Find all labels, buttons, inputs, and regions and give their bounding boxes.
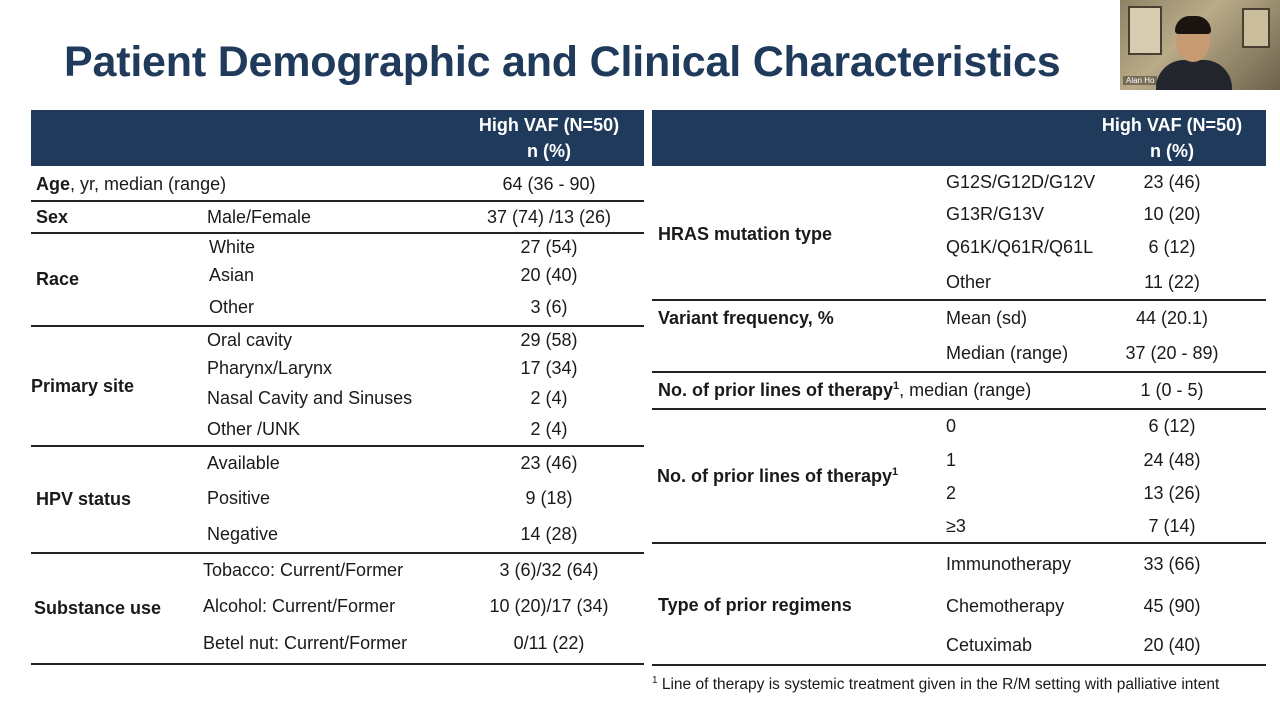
substance-sub: Tobacco: Current/Former	[203, 560, 404, 580]
prior-lines-value: 24 (48)	[1143, 450, 1201, 470]
age-label: Age, yr, median (range)	[36, 174, 227, 194]
row-divider	[652, 371, 1266, 373]
table-header: High VAF (N=50) n (%)	[652, 110, 1266, 166]
hpv-value: 14 (28)	[520, 524, 578, 544]
regimens-value: 20 (40)	[1143, 635, 1201, 655]
regimens-sub: Immunotherapy	[946, 554, 1072, 574]
footnote: 1 Line of therapy is systemic treatment …	[652, 675, 1220, 694]
prior-median-value: 1 (0 - 5)	[1140, 380, 1204, 400]
presenter-name: Alan Ho	[1123, 76, 1158, 85]
page-title: Patient Demographic and Clinical Charact…	[64, 38, 1061, 86]
hras-sub: G12S/G12D/G12V	[946, 172, 1096, 192]
primary-site-sub: Pharynx/Larynx	[207, 358, 333, 378]
row-divider	[652, 408, 1266, 410]
primary-site-value: 2 (4)	[530, 388, 568, 408]
primary-site-label: Primary site	[31, 376, 135, 396]
substance-value: 10 (20)/17 (34)	[489, 596, 609, 616]
wall-picture	[1242, 8, 1270, 48]
vaf-value: 37 (20 - 89)	[1125, 343, 1219, 363]
prior-median-label: No. of prior lines of therapy1, median (…	[658, 380, 1032, 400]
primary-site-value: 2 (4)	[530, 419, 568, 439]
race-value: 20 (40)	[520, 265, 578, 285]
substance-value: 3 (6)/32 (64)	[499, 560, 599, 580]
hras-sub: G13R/G13V	[946, 204, 1045, 224]
row-divider	[31, 325, 644, 327]
substance-value: 0/11 (22)	[513, 633, 585, 653]
prior-lines-sub: ≥3	[946, 516, 966, 536]
vaf-sub: Mean (sd)	[946, 308, 1028, 328]
clinical-table: High VAF (N=50) n (%) HRAS mutation type…	[652, 110, 1266, 670]
prior-lines-value: 6 (12)	[1148, 416, 1196, 436]
hras-sub: Other	[946, 272, 992, 292]
sex-value: 37 (74) /13 (26)	[486, 207, 612, 227]
vaf-value: 44 (20.1)	[1135, 308, 1209, 328]
prior-lines-sub: 0	[946, 416, 957, 436]
race-sub: White	[209, 237, 256, 257]
prior-lines-sub: 2	[946, 483, 957, 503]
primary-site-sub: Nasal Cavity and Sinuses	[207, 388, 413, 408]
row-divider	[31, 663, 644, 665]
row-divider	[31, 445, 644, 447]
prior-lines-value: 13 (26)	[1143, 483, 1201, 503]
row-divider	[652, 299, 1266, 301]
header-subtitle: n (%)	[1150, 141, 1194, 161]
presenter-hair	[1175, 16, 1211, 34]
presenter-body	[1156, 60, 1232, 90]
regimens-value: 33 (66)	[1143, 554, 1201, 574]
race-label: Race	[36, 269, 80, 289]
hras-value: 23 (46)	[1143, 172, 1201, 192]
sex-sub: Male/Female	[207, 207, 312, 227]
hpv-value: 23 (46)	[520, 453, 578, 473]
primary-site-value: 29 (58)	[520, 330, 578, 350]
regimens-sub: Chemotherapy	[946, 596, 1065, 616]
substance-sub: Betel nut: Current/Former	[203, 633, 408, 653]
hpv-sub: Negative	[207, 524, 279, 544]
hpv-sub: Available	[207, 453, 280, 473]
vaf-sub: Median (range)	[946, 343, 1069, 363]
regimens-value: 45 (90)	[1143, 596, 1201, 616]
hras-value: 6 (12)	[1148, 237, 1196, 257]
hras-label: HRAS mutation type	[658, 224, 833, 244]
hras-sub: Q61K/Q61R/Q61L	[946, 237, 1094, 257]
vaf-label: Variant frequency, %	[658, 308, 834, 328]
row-divider	[652, 664, 1266, 666]
hpv-value: 9 (18)	[525, 488, 573, 508]
primary-site-value: 17 (34)	[520, 358, 578, 378]
hpv-label: HPV status	[36, 489, 132, 509]
header-title: High VAF (N=50)	[1101, 115, 1243, 135]
hpv-sub: Positive	[207, 488, 271, 508]
row-divider	[652, 542, 1266, 544]
race-sub: Asian	[209, 265, 255, 285]
substance-label: Substance use	[34, 598, 162, 618]
race-value: 3 (6)	[530, 297, 568, 317]
header-subtitle: n (%)	[527, 141, 571, 161]
row-divider	[31, 552, 644, 554]
substance-sub: Alcohol: Current/Former	[203, 596, 396, 616]
video-thumbnail: Alan Ho	[1120, 0, 1280, 90]
primary-site-sub: Oral cavity	[207, 330, 293, 350]
wall-picture	[1128, 6, 1162, 55]
race-sub: Other	[209, 297, 255, 317]
primary-site-sub: Other /UNK	[207, 419, 301, 439]
prior-lines-sub: 1	[946, 450, 957, 470]
prior-lines-value: 7 (14)	[1148, 516, 1196, 536]
sex-label: Sex	[36, 207, 69, 227]
row-divider	[31, 200, 644, 202]
regimens-sub: Cetuximab	[946, 635, 1033, 655]
age-value: 64 (36 - 90)	[502, 174, 596, 194]
hras-value: 10 (20)	[1143, 204, 1201, 224]
prior-lines-label: No. of prior lines of therapy1	[657, 466, 899, 486]
table-header: High VAF (N=50) n (%)	[31, 110, 644, 166]
hras-value: 11 (22)	[1144, 272, 1200, 292]
header-title: High VAF (N=50)	[478, 115, 620, 135]
regimens-label: Type of prior regimens	[658, 595, 852, 615]
demographics-table: High VAF (N=50) n (%) Age, yr, median (r…	[31, 110, 644, 670]
race-value: 27 (54)	[520, 237, 578, 257]
row-divider	[31, 232, 644, 234]
